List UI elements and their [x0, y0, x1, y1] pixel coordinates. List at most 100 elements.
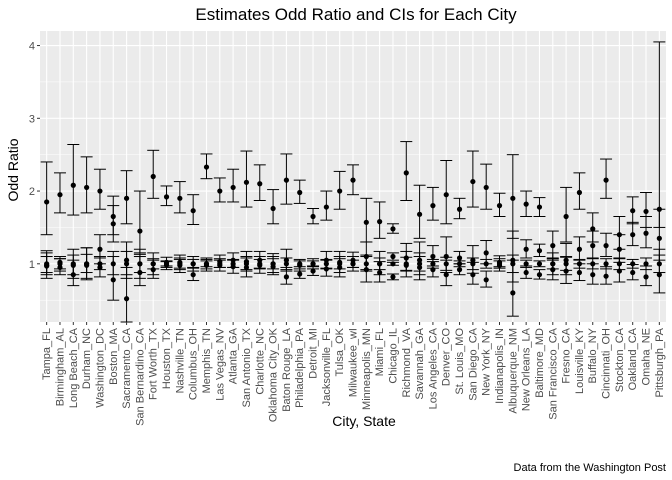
estimate-0-32 — [466, 150, 479, 208]
x-tick-label: Columbus_OH — [188, 328, 200, 400]
estimate-point — [390, 226, 396, 232]
estimate-point — [363, 219, 369, 225]
y-tick-label: 1 — [29, 259, 35, 271]
estimate-point — [257, 261, 263, 267]
estimate-point — [377, 269, 383, 276]
estimate-point — [150, 267, 156, 273]
estimate-3-12 — [200, 260, 213, 268]
estimate-point — [616, 261, 622, 267]
estimate-point — [403, 170, 409, 176]
x-tick-label: Miami_FL — [374, 328, 386, 376]
estimate-point — [217, 188, 223, 194]
estimate-1-26 — [386, 252, 399, 261]
estimate-1-44 — [626, 221, 639, 247]
estimate-point — [483, 184, 489, 191]
estimate-0-16 — [253, 164, 266, 202]
estimate-point — [163, 261, 170, 267]
estimate-point — [590, 272, 596, 278]
estimate-point — [590, 261, 596, 267]
estimate-3-35 — [506, 254, 519, 274]
x-tick-label: Buffalo_NY — [587, 327, 599, 383]
x-axis-ticks: Tampa_FL Birmingham_AL Long Beach_CA Durham… — [41, 322, 666, 426]
estimate-0-9 — [160, 185, 173, 207]
estimate-point — [230, 184, 236, 191]
estimate-2-37 — [533, 269, 546, 280]
x-tick-label: Richmond_VA — [401, 327, 413, 397]
estimate-3-31 — [453, 260, 466, 268]
estimate-3-24 — [360, 256, 373, 272]
estimate-point — [377, 261, 383, 267]
estimate-point — [483, 277, 489, 283]
estimate-0-4 — [93, 168, 106, 210]
estimate-point — [257, 181, 263, 187]
estimate-point — [297, 189, 303, 196]
x-tick-label: San Bernardino_CA — [134, 327, 146, 426]
estimate-point — [84, 184, 90, 191]
estimate-point — [536, 204, 543, 210]
estimate-2-19 — [293, 268, 306, 279]
estimate-3-38 — [546, 258, 559, 270]
x-tick-label: Durham_NC — [81, 328, 93, 389]
x-tick-label: Washington_DC — [94, 328, 106, 408]
estimate-point — [510, 290, 516, 296]
estimate-point — [150, 261, 156, 267]
estimate-3-15 — [240, 257, 253, 271]
estimate-point — [123, 296, 130, 302]
estimate-3-2 — [67, 254, 80, 276]
x-tick-label: Cincinnati_OH — [601, 328, 613, 399]
x-tick-label: Atlanta_GA — [228, 327, 240, 384]
estimate-0-28 — [413, 184, 426, 239]
estimate-point — [523, 261, 529, 267]
estimate-point — [416, 261, 423, 267]
estimate-point — [110, 261, 116, 267]
estimate-0-30 — [440, 159, 453, 225]
estimate-point — [190, 272, 196, 278]
estimate-point — [456, 267, 463, 273]
x-tick-label: New York_NY — [481, 327, 493, 396]
estimate-point — [523, 246, 529, 252]
estimate-0-40 — [573, 172, 586, 210]
x-tick-label: Louisville_KY — [574, 327, 586, 394]
estimate-point — [456, 255, 463, 261]
estimate-point — [430, 261, 436, 267]
estimate-3-5 — [107, 250, 120, 276]
estimate-point — [590, 226, 596, 232]
data-marks — [40, 41, 666, 323]
x-tick-label: New Orleans_LA — [521, 327, 533, 411]
estimate-point — [523, 201, 529, 207]
estimate-point — [377, 219, 383, 225]
estimate-0-29 — [426, 186, 439, 221]
estimate-3-3 — [80, 253, 93, 274]
estimate-point — [536, 261, 543, 267]
estimate-point — [536, 272, 543, 278]
estimate-point — [630, 269, 636, 276]
y-tick-label: 4 — [29, 41, 35, 53]
estimate-point — [456, 261, 463, 267]
estimate-0-42 — [600, 158, 613, 199]
estimate-point — [643, 208, 649, 215]
estimate-0-25 — [373, 201, 386, 239]
estimate-point — [203, 164, 210, 170]
estimate-point — [550, 261, 556, 267]
x-tick-label: Minneapolis_MN — [361, 328, 373, 410]
estimate-0-12 — [200, 153, 213, 180]
estimate-3-10 — [173, 258, 186, 269]
x-tick-label: Jacksonville_FL — [321, 328, 333, 406]
estimate-point — [656, 272, 662, 278]
estimate-point — [44, 262, 50, 268]
estimate-1-41 — [586, 230, 599, 259]
estimate-point — [443, 253, 449, 260]
estimate-point — [483, 261, 489, 267]
estimate-0-1 — [53, 172, 66, 214]
estimate-point — [337, 188, 343, 194]
x-tick-label: St. Louis_MO — [454, 328, 466, 395]
estimate-point — [190, 208, 196, 214]
estimate-point — [430, 253, 436, 260]
x-tick-label: Las Vegas_NV — [214, 327, 226, 400]
estimate-point — [110, 277, 116, 283]
x-tick-label: Chicago_IL — [387, 328, 399, 384]
estimate-3-22 — [333, 258, 346, 270]
estimate-point — [576, 189, 583, 196]
estimate-point — [230, 261, 236, 267]
